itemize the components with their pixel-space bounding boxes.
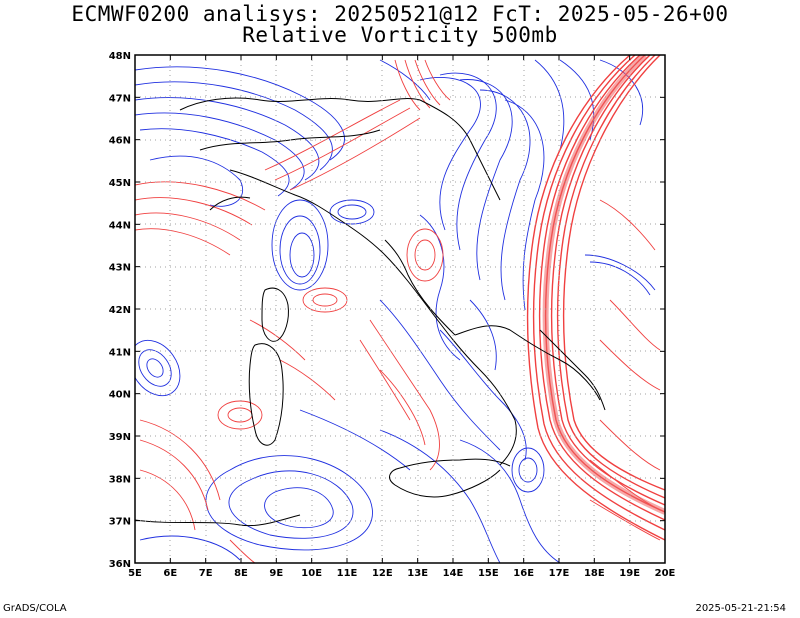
lon-label: 14E <box>443 568 464 579</box>
lon-label: 9E <box>269 568 283 579</box>
lon-label: 20E <box>655 568 676 579</box>
lat-label: 44N <box>109 220 131 231</box>
lat-label: 43N <box>109 263 131 274</box>
lon-label: 8E <box>234 568 248 579</box>
contour-layer <box>135 55 665 563</box>
lon-label: 17E <box>549 568 570 579</box>
lat-label: 38N <box>109 474 131 485</box>
lat-label: 39N <box>109 432 131 443</box>
lon-label: 11E <box>337 568 358 579</box>
lat-label: 46N <box>109 136 131 147</box>
lon-label: 5E <box>128 568 142 579</box>
lat-label: 47N <box>109 93 131 104</box>
lat-label: 36N <box>109 559 131 570</box>
lon-label: 7E <box>199 568 213 579</box>
lon-label: 13E <box>407 568 428 579</box>
lon-label: 16E <box>513 568 534 579</box>
lon-label: 10E <box>301 568 322 579</box>
lat-label: 48N <box>109 51 131 62</box>
footer-grads: GrADS/COLA <box>3 603 67 614</box>
lon-label: 12E <box>372 568 393 579</box>
lon-label: 6E <box>163 568 177 579</box>
lat-label: 45N <box>109 178 131 189</box>
vorticity-front-band <box>526 55 665 541</box>
lon-label: 19E <box>619 568 640 579</box>
lat-label: 42N <box>109 305 131 316</box>
lon-label: 15E <box>478 568 499 579</box>
map-title-line1: ECMWF0200 analisys: 20250521@12 FcT: 202… <box>71 2 729 26</box>
lat-axis-labels: 36N 37N 38N 39N 40N 41N 42N 43N 44N 45N 46N 47N 48N <box>109 51 131 570</box>
footer-timestamp: 2025-05-21-21:54 <box>695 603 786 614</box>
lat-label: 40N <box>109 390 131 401</box>
coastlines-borders <box>135 97 606 527</box>
lat-lon-grid <box>135 55 665 563</box>
positive-vorticity-contours <box>135 59 661 563</box>
lon-label: 18E <box>584 568 605 579</box>
lat-label: 37N <box>109 517 131 528</box>
axis-ticks <box>134 54 666 564</box>
lon-axis-labels: 5E 6E 7E 8E 9E 10E 11E 12E 13E 14E 15E 16E 17E 18E 19E… <box>128 568 675 579</box>
map-title-line2: Relative Vorticity 500mb <box>242 23 558 47</box>
lat-label: 41N <box>109 347 131 358</box>
vorticity-front-core <box>542 55 665 515</box>
